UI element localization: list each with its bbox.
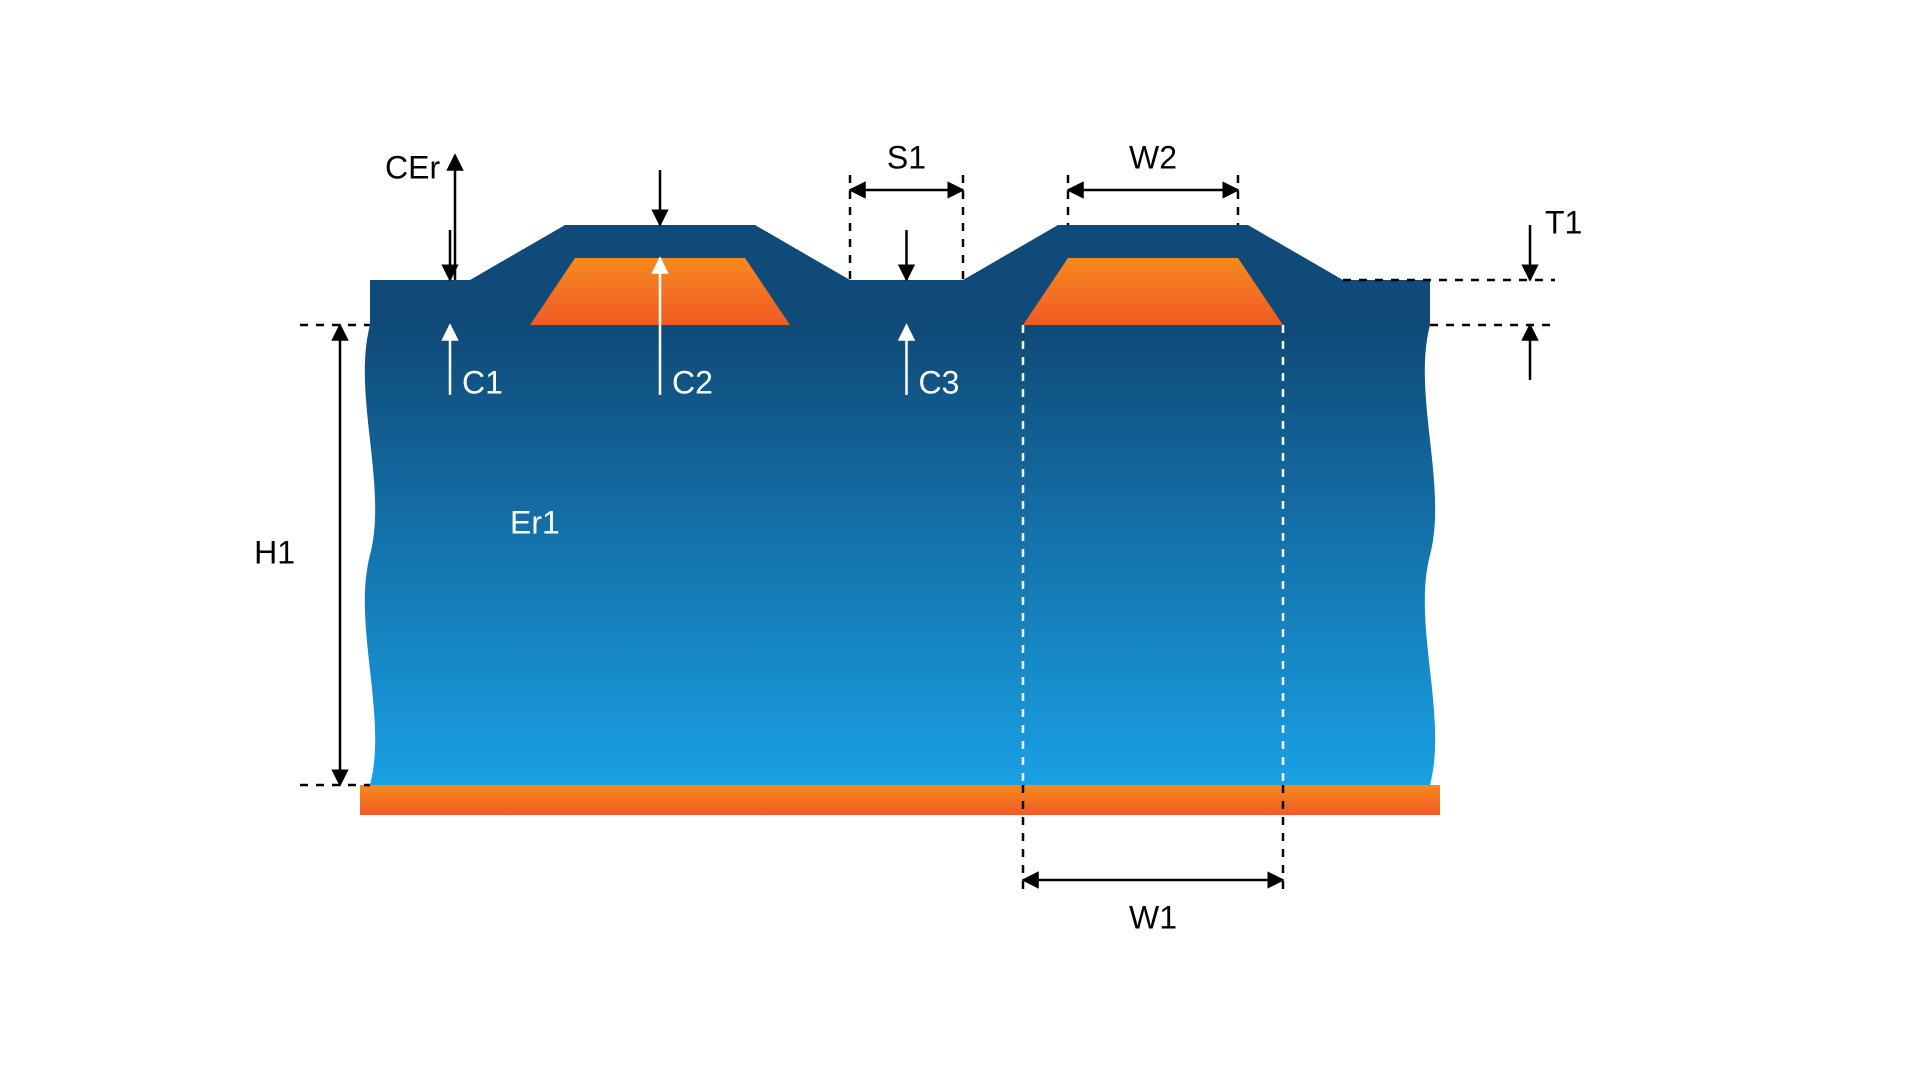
label-C2: C2 <box>672 364 713 400</box>
label-C1: C1 <box>462 364 503 400</box>
label-W1: W1 <box>1129 899 1177 935</box>
substrate <box>365 325 1435 785</box>
diagram-root: CEr S1 W2 T1 C1 C2 C3 H1 Er1 W1 <box>0 0 1920 1080</box>
label-H1: H1 <box>254 534 295 570</box>
label-S1: S1 <box>887 139 926 175</box>
ground-plane <box>360 785 1440 815</box>
label-T1: T1 <box>1545 204 1582 240</box>
conductor-trace-2 <box>1023 258 1283 325</box>
label-C3: C3 <box>919 364 960 400</box>
label-CEr: CEr <box>385 149 440 185</box>
label-Er1: Er1 <box>510 504 560 540</box>
label-W2: W2 <box>1129 139 1177 175</box>
